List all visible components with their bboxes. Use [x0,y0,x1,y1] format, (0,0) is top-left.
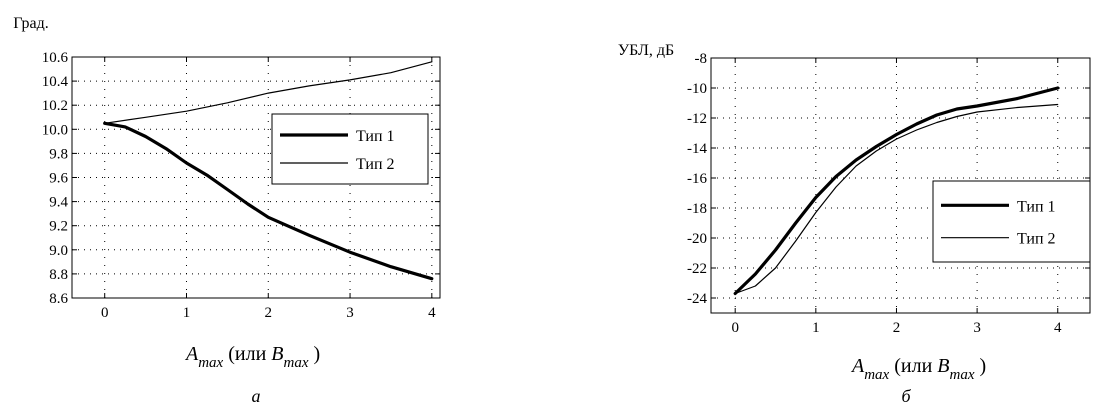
panel-caption: б [901,386,911,406]
y-tick-label: -18 [687,201,707,217]
x-tick-label: 0 [101,305,109,321]
y-tick-label: 10.0 [42,122,68,138]
x-axis-label: Amax (или Bmax ) [184,343,320,371]
x-axis-label-sub2: max [949,367,974,383]
x-axis-label-var1: A [184,343,199,365]
x-axis-label-sub1: max [198,355,223,371]
x-tick-label: 2 [893,320,901,336]
x-tick-label: 4 [1054,320,1062,336]
y-tick-label: -8 [695,51,708,67]
y-tick-label: 8.8 [49,267,68,283]
y-tick-label: -20 [687,231,707,247]
x-axis-label-var2: B [271,343,283,365]
y-axis-label: Град. [13,15,48,32]
x-axis-label-var1: A [850,355,865,377]
y-tick-label: -14 [687,141,707,157]
y-tick-label: -24 [687,291,707,307]
y-tick-label: 10.2 [42,98,68,114]
x-axis-label: Amax (или Bmax ) [850,355,986,383]
y-tick-label: 9.4 [49,195,68,211]
y-tick-label: 9.6 [49,171,68,187]
series-line-2 [104,61,433,124]
legend-label-1: Тип 1 [1017,198,1056,215]
y-tick-label: -10 [687,81,707,97]
x-axis-label-sub2: max [283,355,308,371]
panel-caption: а [252,386,261,406]
x-tick-label: 3 [346,305,354,321]
x-tick-label: 1 [183,305,191,321]
legend-box [271,113,429,185]
y-tick-label: 8.6 [49,291,68,307]
x-axis-label-end: ) [308,343,320,365]
x-tick-label: 3 [973,320,981,336]
legend-label-2: Тип 2 [356,156,395,173]
series-line-1 [733,86,1060,296]
y-tick-label: 9.0 [49,243,68,259]
x-tick-label: 2 [265,305,273,321]
y-tick-label: -16 [687,171,707,187]
series-line-2 [734,103,1059,295]
y-tick-label: 10.6 [42,50,69,66]
legend: Тип 1 Тип 2 [271,113,429,185]
y-tick-label: -12 [687,111,707,127]
series-line-1 [103,121,434,281]
x-axis-label-middle: (или [223,343,271,365]
legend-label-1: Тип 1 [356,128,395,145]
x-tick-label: 1 [812,320,820,336]
y-tick-label: 9.8 [49,146,68,162]
y-tick-label: -22 [687,261,707,277]
y-axis-label: УБЛ, дБ [618,42,674,59]
x-axis-label-sub1: max [864,367,889,383]
legend-box [932,180,1091,263]
x-axis-label-middle: (или [889,355,937,377]
x-axis-label-end: ) [974,355,986,377]
x-axis-label-var2: B [937,355,949,377]
x-tick-label: 4 [428,305,436,321]
legend: Тип 1 Тип 2 [932,180,1091,263]
legend-label-2: Тип 2 [1017,231,1056,248]
x-tick-label: 0 [731,320,739,336]
chart-panel-a: 0 1 2 3 4 8.6 8.8 9.0 9.2 9.4 9.6 9.8 10.0 10.2 10.4 10… [13,15,441,406]
y-tick-label: 9.2 [49,219,68,235]
y-tick-label: 10.4 [42,74,69,90]
